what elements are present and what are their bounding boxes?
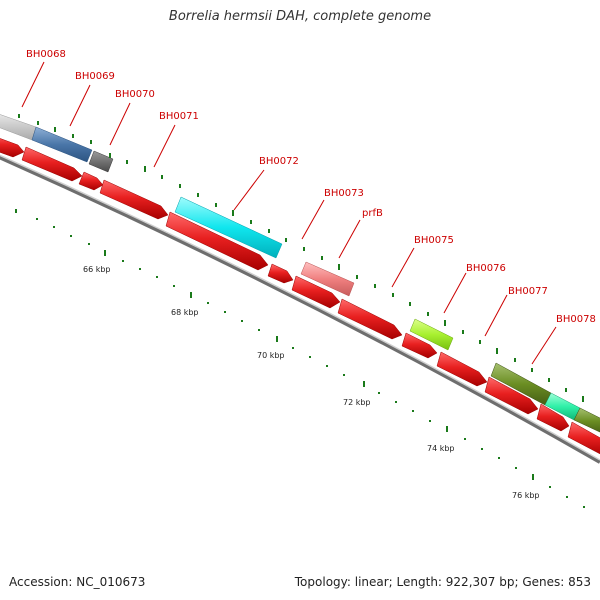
cds-arrow[interactable] [165, 211, 269, 271]
ruler-dot [412, 410, 414, 412]
kbp-label-66: 66 kbp [83, 265, 111, 274]
gene-labels: BH0068 BH0069 BH0070 BH0071 BH0072 BH007… [26, 49, 596, 325]
leader-line [338, 219, 361, 259]
feature-track [0, 114, 600, 434]
feature-bar-dark-gray[interactable] [88, 150, 114, 173]
kbp-label-70: 70 kbp [257, 351, 285, 360]
cds-arrow[interactable] [484, 376, 539, 415]
ruler-dot [36, 218, 38, 220]
ruler-major-tick [276, 336, 278, 342]
gene-label-bh0075[interactable]: BH0075 [414, 235, 454, 246]
upper-scale-ticks [18, 114, 584, 402]
kbp-label-76: 76 kbp [512, 491, 540, 500]
ruler-dot [515, 467, 517, 469]
cds-arrow[interactable] [401, 332, 438, 359]
kbp-label-72: 72 kbp [343, 398, 371, 407]
ruler-dot [207, 302, 209, 304]
ruler-dot [395, 401, 397, 403]
ruler-dot [498, 457, 500, 459]
cds-arrow[interactable] [536, 403, 570, 432]
ruler-major-tick [532, 474, 534, 480]
leader-line [443, 272, 467, 314]
ruler-dot [15, 209, 17, 213]
ruler-dot [583, 506, 585, 508]
gene-label-bh0076[interactable]: BH0076 [466, 263, 506, 274]
ruler-dot [224, 311, 226, 313]
lower-ruler-dots [15, 209, 585, 508]
leader-line [21, 61, 45, 108]
ruler-dot [378, 392, 380, 394]
gene-label-bh0068[interactable]: BH0068 [26, 49, 66, 60]
page-title: Borrelia hermsii DAH, complete genome [168, 9, 432, 24]
ruler-major-tick [363, 381, 365, 387]
ruler-dot [429, 420, 431, 422]
ruler-dot [258, 329, 260, 331]
feature-bar-olive-2[interactable] [573, 407, 600, 434]
ruler-major-tick [190, 292, 192, 298]
accession-text: Accession: NC_010673 [9, 575, 146, 589]
cds-arrow[interactable] [291, 275, 341, 309]
cds-arrow[interactable] [0, 134, 25, 158]
feature-bar-lime[interactable] [409, 318, 454, 351]
ruler-dot [549, 486, 551, 488]
leader-line [233, 169, 265, 211]
ruler-dot [481, 448, 483, 450]
gene-label-bh0077[interactable]: BH0077 [508, 286, 548, 297]
leader-line [301, 199, 325, 240]
genome-summary-text: Topology: linear; Length: 922,307 bp; Ge… [294, 575, 591, 589]
gene-label-bh0071[interactable]: BH0071 [159, 111, 199, 122]
ruler-major-tick [446, 426, 448, 432]
ruler-dot [70, 235, 72, 237]
gene-label-prfb[interactable]: prfB [362, 208, 383, 219]
ruler-dot [139, 268, 141, 270]
gene-label-bh0078[interactable]: BH0078 [556, 314, 596, 325]
gene-label-bh0072[interactable]: BH0072 [259, 156, 299, 167]
cds-track [0, 134, 600, 456]
ruler-dot [122, 260, 124, 262]
cds-arrow[interactable] [567, 421, 600, 456]
kbp-label-68: 68 kbp [171, 308, 199, 317]
gene-label-bh0070[interactable]: BH0070 [115, 89, 155, 100]
leader-line [69, 84, 91, 127]
cds-arrow[interactable] [436, 351, 488, 387]
ruler-dot [241, 320, 243, 322]
cds-arrow[interactable] [78, 171, 104, 191]
leader-line [484, 294, 508, 337]
leader-line [153, 124, 176, 168]
ruler-dot [343, 374, 345, 376]
cds-arrow[interactable] [99, 179, 169, 220]
ruler-dot [292, 347, 294, 349]
cds-arrow[interactable] [267, 263, 294, 284]
genome-backbone-highlight [0, 154, 600, 461]
kbp-label-74: 74 kbp [427, 444, 455, 453]
gene-label-bh0069[interactable]: BH0069 [75, 71, 115, 82]
leader-line [109, 102, 131, 146]
gene-leader-lines [21, 61, 557, 365]
ruler-dot [53, 226, 55, 228]
cds-arrow[interactable] [337, 298, 403, 340]
feature-bar-pink[interactable] [300, 261, 355, 297]
ruler-dot [309, 356, 311, 358]
genome-backbone [0, 155, 600, 464]
ruler-dot [326, 365, 328, 367]
ruler-major-tick [104, 250, 106, 256]
ruler-dot [88, 243, 90, 245]
ruler-dot [156, 276, 158, 278]
leader-line [391, 247, 415, 288]
ruler-dot [464, 438, 466, 440]
ruler-dot [173, 285, 175, 287]
gene-label-bh0073[interactable]: BH0073 [324, 188, 364, 199]
feature-bar-cyan[interactable] [174, 196, 283, 259]
kbp-labels: 66 kbp 68 kbp 70 kbp 72 kbp 74 kbp 76 kb… [83, 265, 540, 500]
cds-arrow[interactable] [21, 146, 83, 182]
ruler-dot [566, 496, 568, 498]
leader-line [531, 326, 557, 365]
feature-bar-blue[interactable] [31, 126, 93, 163]
